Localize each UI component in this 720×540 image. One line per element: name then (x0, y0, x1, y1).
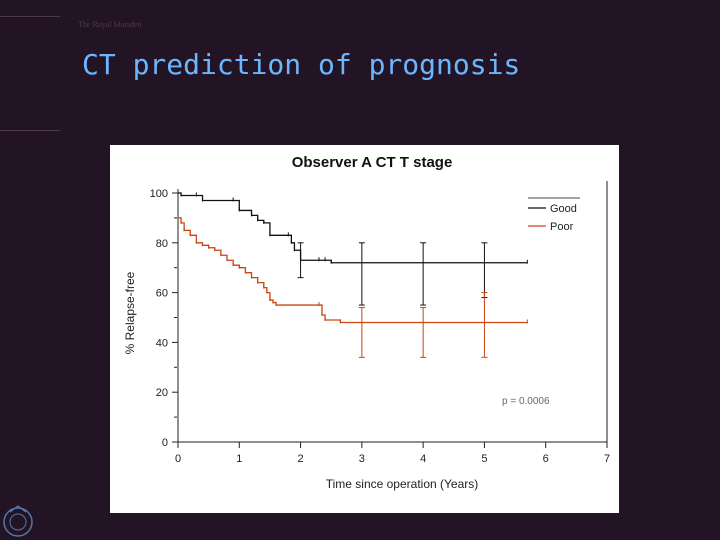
y-tick-label: 20 (156, 387, 168, 399)
x-tick-label: 2 (298, 453, 304, 465)
x-tick-label: 3 (359, 453, 365, 465)
x-tick-label: 0 (175, 453, 181, 465)
y-tick-label: 0 (162, 437, 168, 449)
bottom-rule (0, 130, 60, 131)
x-tick-label: 4 (420, 453, 426, 465)
x-axis-label: Time since operation (Years) (326, 477, 479, 491)
x-tick-label: 1 (236, 453, 242, 465)
series-line-good (178, 192, 528, 264)
y-axis-label: % Relapse-free (123, 271, 137, 354)
legend-label-poor: Poor (550, 221, 574, 233)
x-tick-label: 6 (543, 453, 549, 465)
p-value-annotation: p = 0.0006 (502, 396, 550, 407)
y-tick-label: 60 (156, 288, 168, 300)
x-tick-label: 5 (481, 453, 487, 465)
x-tick-label: 7 (604, 453, 610, 465)
legend: Good Poor (528, 197, 580, 233)
royal-crest-icon (3, 505, 33, 537)
top-rule (0, 16, 60, 17)
y-tick-label: 40 (156, 337, 168, 349)
brand-label: The Royal Marsden (78, 20, 142, 29)
legend-label-good: Good (550, 203, 577, 215)
chart-title: Observer A CT T stage (292, 154, 453, 171)
slide-title: CT prediction of prognosis (82, 48, 521, 81)
y-tick-label: 100 (150, 188, 168, 200)
series-line-poor (178, 217, 528, 324)
y-tick-label: 80 (156, 238, 168, 250)
km-chart: Observer A CT T stage Time since operati… (123, 154, 610, 491)
chart-panel: Observer A CT T stage Time since operati… (110, 145, 619, 513)
